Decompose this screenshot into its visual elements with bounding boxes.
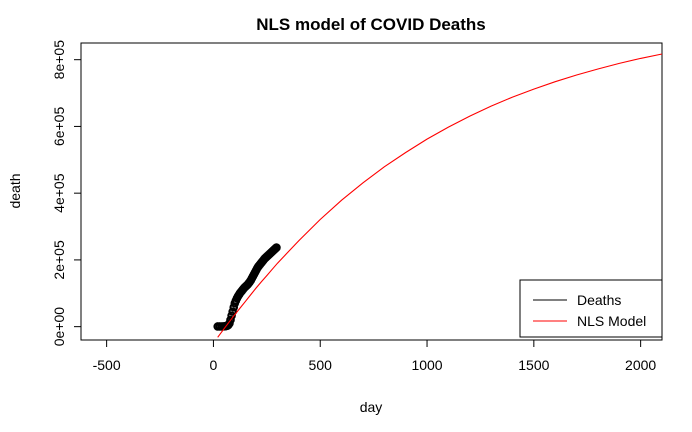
legend: Deaths NLS Model <box>519 279 663 338</box>
data-point <box>228 307 237 316</box>
y-axis: 0e+00 2e+05 4e+05 6e+05 8e+05 <box>51 40 82 347</box>
series-deaths <box>213 243 281 331</box>
y-tick-label: 0e+00 <box>51 307 67 347</box>
x-tick-label: 500 <box>309 357 333 373</box>
legend-label-deaths: Deaths <box>577 292 621 308</box>
x-axis-label: day <box>360 399 383 415</box>
series-layer <box>213 53 663 338</box>
y-axis-label: death <box>7 173 23 208</box>
chart-title: NLS model of COVID Deaths <box>256 15 486 34</box>
legend-box <box>519 279 663 338</box>
data-point <box>272 243 281 252</box>
y-tick-label: 2e+05 <box>51 240 67 280</box>
legend-label-nls-model: NLS Model <box>577 313 646 329</box>
series-nls-model <box>217 53 663 338</box>
data-point <box>226 315 235 325</box>
y-tick-label: 8e+05 <box>51 40 67 80</box>
x-tick-label: 1500 <box>518 357 549 373</box>
x-tick-label: 2000 <box>625 357 656 373</box>
x-tick-label: -500 <box>93 357 121 373</box>
x-axis: -500 0 500 1000 1500 2000 <box>93 339 656 373</box>
y-tick-label: 6e+05 <box>51 107 67 147</box>
x-tick-label: 0 <box>210 357 218 373</box>
series-line <box>217 53 663 338</box>
y-tick-label: 4e+05 <box>51 173 67 213</box>
x-tick-label: 1000 <box>411 357 442 373</box>
